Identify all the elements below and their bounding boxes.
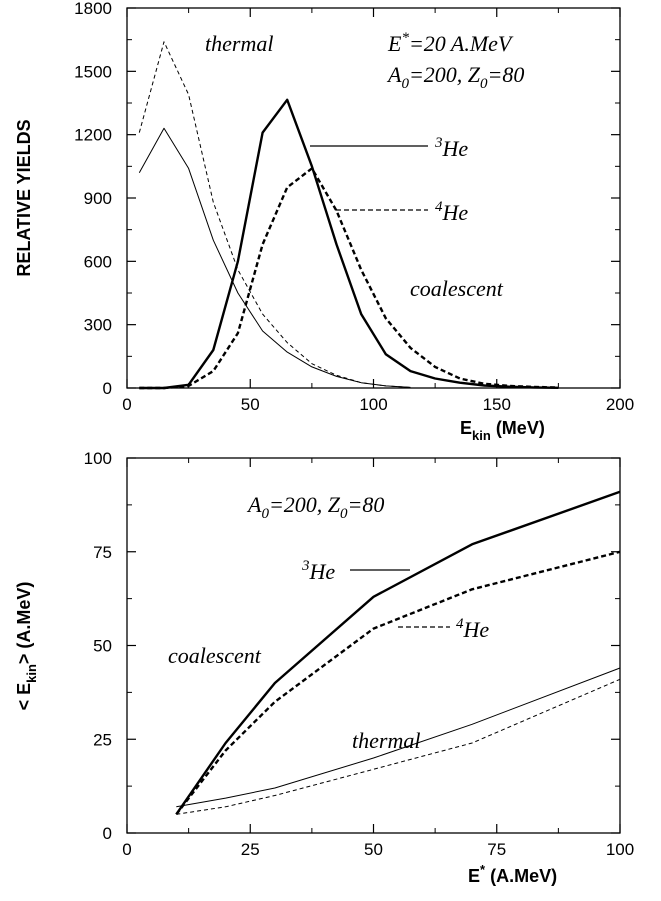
series-line — [176, 678, 621, 815]
y-tick-label: 50 — [93, 637, 112, 656]
annotation-system: A0=200, Z0=80 — [386, 62, 524, 92]
x-tick-label: 150 — [483, 395, 511, 414]
x-tick-label: 100 — [606, 840, 634, 859]
x-axis-title: Ekin (MeV) — [460, 418, 545, 443]
y-tick-label: 0 — [103, 379, 112, 398]
y-axis-title: < Ekin> (A.MeV) — [14, 582, 39, 711]
series-group — [175, 490, 621, 816]
y-axis-title: RELATIVE YIELDS — [14, 119, 34, 276]
y-tick-label: 0 — [103, 824, 112, 843]
series-line — [138, 41, 411, 388]
tick-labels: 0 50 100 150 200 0 300 600 900 1200 1500 1800 — [74, 0, 634, 414]
series-line — [138, 127, 411, 388]
legend-label-4he: 4He — [456, 616, 489, 642]
y-tick-label: 300 — [84, 316, 112, 335]
annotation-energy: E*=20 A.MeV — [387, 30, 514, 56]
series-group — [138, 41, 559, 390]
annotation-thermal: thermal — [352, 728, 420, 753]
y-tick-label: 1800 — [74, 0, 112, 18]
legend-label-4he: 4He — [435, 199, 468, 225]
y-tick-label: 100 — [84, 449, 112, 468]
legend-label-3he: 3He — [301, 558, 335, 584]
panel-mean-energy: 0 25 50 75 100 0 25 50 75 100 < Ekin> (A.MeV) E* … — [14, 449, 634, 886]
x-tick-label: 75 — [487, 840, 506, 859]
annotation-coalescent: coalescent — [410, 276, 504, 301]
y-tick-label: 25 — [93, 730, 112, 749]
y-tick-label: 1500 — [74, 62, 112, 81]
tick-marks — [126, 457, 621, 834]
annotation-system: A0=200, Z0=80 — [246, 492, 384, 522]
x-tick-label: 50 — [364, 840, 383, 859]
series-line — [175, 550, 621, 816]
x-tick-label: 50 — [241, 395, 260, 414]
x-tick-label: 200 — [606, 395, 634, 414]
y-tick-label: 1200 — [74, 126, 112, 145]
annotation-coalescent: coalescent — [168, 643, 262, 668]
x-tick-label: 0 — [122, 840, 131, 859]
legend-label-3he: 3He — [434, 135, 468, 161]
y-tick-label: 900 — [84, 189, 112, 208]
series-line — [139, 98, 559, 390]
plot-frame — [126, 7, 621, 389]
x-tick-label: 25 — [241, 840, 260, 859]
y-tick-label: 75 — [93, 543, 112, 562]
y-tick-label: 600 — [84, 252, 112, 271]
x-axis-title: E* (A.MeV) — [468, 862, 557, 886]
tick-labels: 0 25 50 75 100 0 25 50 75 100 — [84, 449, 635, 859]
x-tick-label: 100 — [359, 395, 387, 414]
series-line — [176, 667, 621, 808]
series-line — [139, 167, 559, 390]
series-line — [175, 490, 621, 815]
annotation-thermal: thermal — [205, 31, 273, 56]
x-tick-label: 0 — [122, 395, 131, 414]
tick-marks — [126, 7, 621, 389]
panel-yields: 0 50 100 150 200 0 300 600 900 1200 1500 1800 RELAT… — [14, 0, 634, 443]
